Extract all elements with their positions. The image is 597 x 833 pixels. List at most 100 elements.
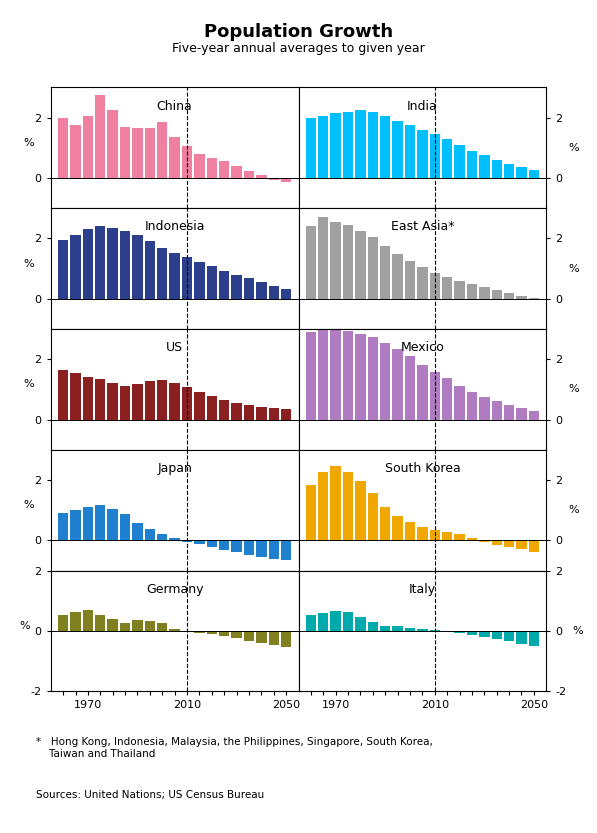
Bar <box>133 523 143 541</box>
Y-axis label: %: % <box>24 137 35 148</box>
Bar <box>244 405 254 420</box>
Bar <box>207 631 217 634</box>
Bar <box>207 396 217 420</box>
Text: Mexico: Mexico <box>401 342 444 354</box>
Bar <box>133 128 143 178</box>
Bar <box>504 405 514 420</box>
Bar <box>454 386 464 420</box>
Bar <box>170 538 180 541</box>
Text: Indonesia: Indonesia <box>144 220 205 233</box>
Bar <box>219 541 229 550</box>
Bar <box>529 297 539 299</box>
Bar <box>194 392 205 420</box>
Bar <box>306 485 316 541</box>
Bar <box>157 534 167 541</box>
Bar <box>306 117 316 178</box>
Bar <box>95 95 106 178</box>
Bar <box>107 228 118 299</box>
Bar <box>331 323 341 420</box>
Y-axis label: %: % <box>24 500 35 510</box>
Bar <box>392 253 403 299</box>
Bar <box>318 116 328 178</box>
Bar <box>479 631 490 637</box>
Y-axis label: %: % <box>24 258 35 269</box>
Bar <box>70 510 81 541</box>
Bar <box>207 267 217 299</box>
Bar <box>281 178 291 182</box>
Bar <box>430 630 440 631</box>
Y-axis label: %: % <box>568 263 579 274</box>
Text: Germany: Germany <box>146 583 204 596</box>
Bar <box>70 373 81 420</box>
Y-axis label: %: % <box>20 621 30 631</box>
Bar <box>442 277 453 299</box>
Bar <box>306 227 316 299</box>
Bar <box>144 128 155 178</box>
Text: US: US <box>166 342 183 354</box>
Bar <box>529 170 539 178</box>
Bar <box>83 229 93 299</box>
Bar <box>355 231 365 299</box>
Bar <box>269 286 279 299</box>
Bar <box>442 532 453 541</box>
Bar <box>232 166 242 178</box>
Bar <box>219 631 229 636</box>
Bar <box>430 372 440 420</box>
Y-axis label: %: % <box>568 505 579 516</box>
Bar <box>417 526 427 541</box>
Bar <box>256 282 266 299</box>
Bar <box>331 466 341 541</box>
Bar <box>516 408 527 420</box>
Bar <box>442 378 453 420</box>
Bar <box>219 400 229 420</box>
Bar <box>516 541 527 550</box>
Bar <box>430 273 440 299</box>
Bar <box>442 139 453 178</box>
Bar <box>144 242 155 299</box>
Bar <box>182 147 192 178</box>
Bar <box>120 387 130 420</box>
Bar <box>120 514 130 541</box>
Bar <box>244 631 254 641</box>
Bar <box>58 616 68 631</box>
Bar <box>194 631 205 633</box>
Bar <box>516 296 527 299</box>
Bar <box>368 112 378 178</box>
Text: Italy: Italy <box>409 583 436 596</box>
Bar <box>318 217 328 299</box>
Bar <box>244 541 254 555</box>
Bar <box>405 125 415 178</box>
Bar <box>479 287 490 299</box>
Bar <box>219 162 229 178</box>
Bar <box>157 122 167 178</box>
Bar <box>529 631 539 646</box>
Bar <box>380 626 390 631</box>
Bar <box>380 506 390 541</box>
Bar <box>368 237 378 299</box>
Bar <box>355 481 365 541</box>
Bar <box>430 530 440 541</box>
Bar <box>70 125 81 178</box>
Bar <box>479 397 490 420</box>
Bar <box>256 541 266 556</box>
Bar <box>454 631 464 633</box>
Text: Population Growth: Population Growth <box>204 23 393 42</box>
Bar <box>504 293 514 299</box>
Bar <box>392 349 403 420</box>
Bar <box>529 541 539 552</box>
Bar <box>133 384 143 420</box>
Bar <box>417 130 427 178</box>
Bar <box>107 383 118 420</box>
Bar <box>405 357 415 420</box>
Bar <box>380 342 390 420</box>
Bar <box>144 621 155 631</box>
Bar <box>343 471 353 541</box>
Bar <box>405 521 415 541</box>
Bar <box>331 222 341 299</box>
Text: Five-year annual averages to given year: Five-year annual averages to given year <box>172 42 425 55</box>
Bar <box>58 240 68 299</box>
Bar <box>182 257 192 299</box>
Bar <box>95 379 106 420</box>
Bar <box>244 171 254 178</box>
Bar <box>343 112 353 178</box>
